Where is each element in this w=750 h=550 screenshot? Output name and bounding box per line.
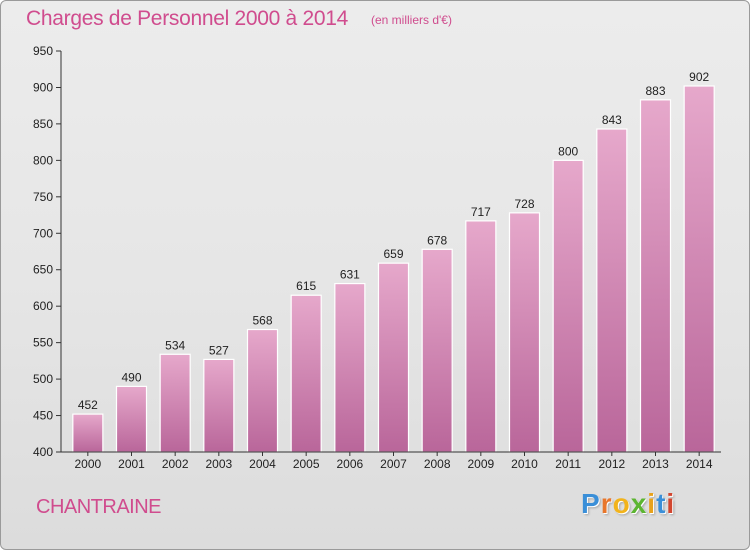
y-tick-label: 450 (33, 409, 53, 423)
place-name: CHANTRAINE (36, 496, 162, 518)
chart-subtitle: (en milliers d'€) (371, 13, 452, 27)
y-tick-label: 550 (33, 336, 53, 350)
value-label-2006: 631 (340, 268, 360, 282)
value-label-2008: 678 (427, 233, 447, 247)
value-label-2009: 717 (471, 205, 491, 219)
x-tick-label-2009: 2009 (467, 457, 494, 471)
value-label-2002: 534 (165, 338, 185, 352)
value-label-2010: 728 (514, 197, 534, 211)
x-tick-label-2001: 2001 (118, 457, 145, 471)
x-tick-label-2000: 2000 (74, 457, 101, 471)
value-label-2007: 659 (383, 247, 403, 261)
bar-2010 (508, 212, 541, 453)
y-tick-label: 400 (33, 445, 53, 459)
bar-2014 (683, 85, 715, 453)
x-tick-label-2014: 2014 (686, 457, 713, 471)
logo-letter: r (600, 488, 613, 519)
value-label-2000: 452 (78, 398, 98, 412)
value-label-2003: 527 (209, 343, 229, 357)
value-label-2012: 843 (602, 113, 622, 127)
x-tick-label-2013: 2013 (642, 457, 669, 471)
logo-letter: o (612, 488, 631, 519)
value-label-2001: 490 (121, 370, 141, 384)
x-tick-label-2003: 2003 (205, 457, 232, 471)
bar-2013 (639, 99, 672, 453)
logo-letter: x (630, 488, 648, 519)
x-tick-label-2011: 2011 (555, 457, 581, 471)
bar-2001 (115, 385, 148, 453)
value-label-2013: 883 (645, 84, 665, 98)
y-tick-label: 700 (33, 226, 53, 240)
x-tick-label-2005: 2005 (293, 457, 320, 471)
logo-letter: P (581, 488, 601, 519)
proxiti-logo: Proxiti (581, 488, 675, 520)
y-tick-label: 600 (33, 299, 53, 313)
bar-2006 (334, 282, 366, 453)
bar-2000 (72, 413, 104, 453)
y-tick-label: 750 (33, 190, 53, 204)
x-tick-label-2006: 2006 (336, 457, 363, 471)
bar-2007 (377, 262, 410, 453)
x-tick-label-2004: 2004 (249, 457, 276, 471)
value-label-2014: 902 (689, 70, 709, 84)
y-tick-label: 800 (33, 153, 53, 167)
y-tick-label: 500 (33, 372, 53, 386)
x-tick-label-2002: 2002 (162, 457, 189, 471)
chart-title: Charges de Personnel 2000 à 2014 (26, 7, 348, 30)
logo-letter: i (666, 488, 676, 519)
x-tick-label-2010: 2010 (511, 457, 538, 471)
bar-2009 (465, 220, 497, 453)
x-tick-label-2012: 2012 (598, 457, 625, 471)
y-tick-label: 850 (33, 117, 53, 131)
logo-letter: i (647, 488, 657, 519)
y-tick-label: 900 (33, 80, 53, 94)
y-tick-label: 950 (33, 44, 53, 58)
bar-2004 (246, 328, 279, 453)
y-tick-label: 650 (33, 263, 53, 277)
x-tick-label-2007: 2007 (380, 457, 407, 471)
bar-2012 (596, 128, 628, 453)
bar-2003 (203, 358, 235, 453)
bar-2011 (552, 159, 584, 453)
x-tick-label-2008: 2008 (424, 457, 451, 471)
value-label-2005: 615 (296, 279, 316, 293)
logo-letter: t (656, 488, 667, 519)
bar-2002 (159, 353, 191, 453)
bar-2005 (290, 294, 322, 453)
value-label-2011: 800 (558, 144, 578, 158)
bar-2008 (421, 248, 453, 453)
value-label-2004: 568 (252, 314, 272, 328)
